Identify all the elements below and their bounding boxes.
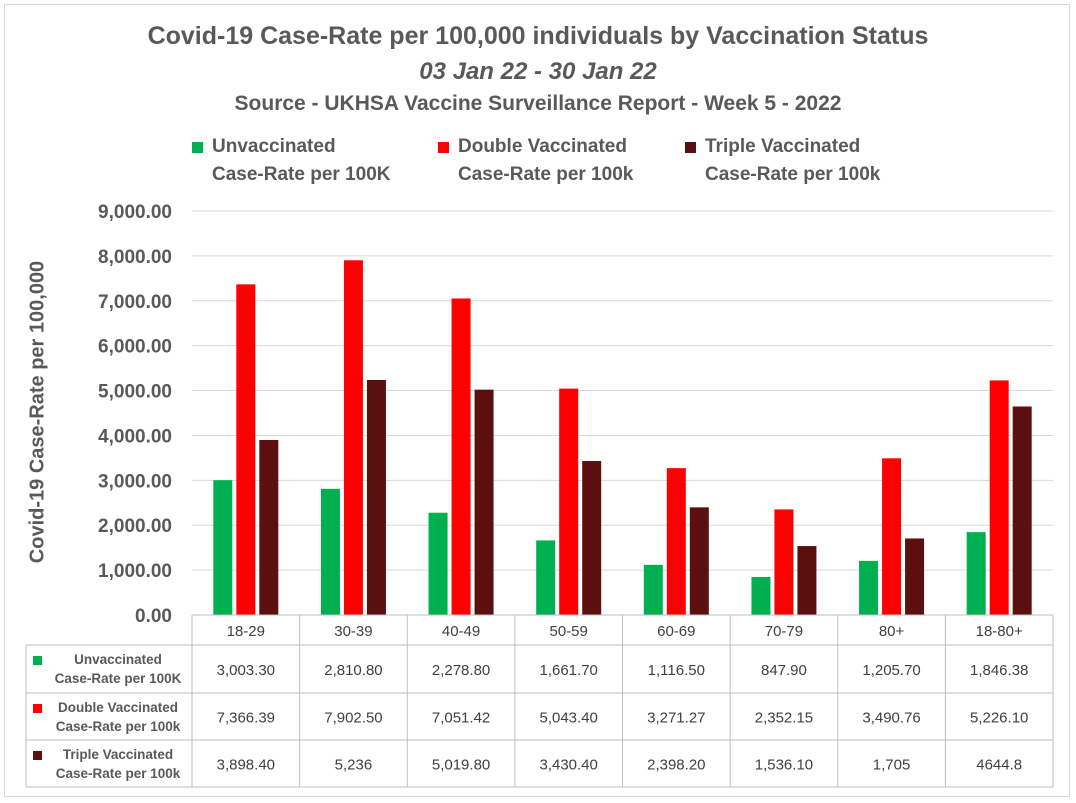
legend-label-triple-line2: Case-Rate per 100k: [705, 164, 881, 185]
bar-double: [451, 298, 471, 615]
y-tick-label: 0.00: [135, 606, 172, 627]
x-tick-label: 18-29: [227, 623, 265, 640]
table-cell-triple: 1,705: [873, 757, 911, 774]
bar-triple: [905, 538, 925, 615]
table-cell-double: 7,366.39: [217, 710, 275, 727]
bar-unvaccinated: [320, 488, 340, 615]
bar-double: [559, 388, 579, 615]
chart-frame: [4, 4, 1070, 797]
table-legend-key-triple: [33, 751, 42, 760]
y-tick-label: 6,000.00: [98, 337, 172, 358]
bar-double: [666, 468, 686, 615]
legend-label-unvaccinated-line1: Unvaccinated: [212, 136, 336, 157]
bar-triple: [366, 379, 386, 615]
y-tick-label: 3,000.00: [98, 471, 172, 492]
table-cell-unvaccinated: 3,003.30: [217, 662, 275, 679]
x-tick-label: 50-59: [550, 623, 588, 640]
table-cell-unvaccinated: 2,810.80: [324, 662, 382, 679]
bar-double: [774, 509, 794, 615]
legend-swatch-unvaccinated: [192, 142, 203, 153]
table-cell-double: 7,902.50: [324, 710, 382, 727]
legend-label-triple-line1: Triple Vaccinated: [705, 136, 861, 157]
chart-source: Source - UKHSA Vaccine Surveillance Repo…: [234, 92, 842, 115]
bar-double: [236, 284, 256, 615]
bar-double: [989, 380, 1009, 615]
x-tick-label: 30-39: [334, 623, 372, 640]
table-cell-triple: 4644.8: [976, 757, 1022, 774]
bar-unvaccinated: [428, 512, 448, 615]
y-tick-label: 8,000.00: [98, 247, 172, 268]
bar-triple: [259, 440, 279, 615]
table-cell-triple: 2,398.20: [647, 757, 705, 774]
legend-label-double-line1: Double Vaccinated: [458, 136, 627, 157]
y-tick-label: 1,000.00: [98, 561, 172, 582]
bar-unvaccinated: [536, 540, 556, 615]
x-tick-label: 80+: [879, 623, 905, 640]
table-cell-double: 5,043.40: [539, 710, 597, 727]
table-cell-triple: 1,536.10: [755, 757, 813, 774]
table-legend-key-double: [33, 704, 42, 713]
y-tick-label: 9,000.00: [98, 202, 172, 223]
x-tick-label: 40-49: [442, 623, 480, 640]
table-cell-double: 2,352.15: [755, 710, 813, 727]
table-row-header-line1: Unvaccinated: [74, 652, 162, 667]
table-cell-double: 3,490.76: [862, 710, 920, 727]
bar-unvaccinated: [966, 532, 986, 615]
x-tick-label: 60-69: [657, 623, 695, 640]
bar-unvaccinated: [643, 564, 663, 615]
bar-unvaccinated: [751, 576, 771, 615]
table-cell-triple: 3,898.40: [217, 757, 275, 774]
y-tick-label: 2,000.00: [98, 516, 172, 537]
table-row-header-line2: Case-Rate per 100k: [56, 719, 181, 734]
bar-double: [882, 458, 902, 615]
bar-triple: [797, 546, 817, 615]
table-cell-triple: 5,019.80: [432, 757, 490, 774]
table-cell-unvaccinated: 2,278.80: [432, 662, 490, 679]
table-cell-unvaccinated: 1,846.38: [970, 662, 1028, 679]
bar-triple: [689, 507, 709, 615]
table-row-header-line2: Case-Rate per 100k: [56, 766, 181, 781]
table-cell-triple: 3,430.40: [539, 757, 597, 774]
chart-title: Covid-19 Case-Rate per 100,000 individua…: [147, 22, 929, 50]
table-cell-double: 5,226.10: [970, 710, 1028, 727]
table-cell-double: 3,271.27: [647, 710, 705, 727]
legend-swatch-triple: [685, 142, 696, 153]
table-cell-triple: 5,236: [335, 757, 373, 774]
y-tick-label: 4,000.00: [98, 426, 172, 447]
bar-triple: [474, 389, 494, 615]
bar-unvaccinated: [213, 480, 233, 615]
table-cell-unvaccinated: 1,116.50: [648, 662, 705, 679]
table-row-header-line1: Triple Vaccinated: [63, 747, 173, 762]
table-cell-unvaccinated: 1,205.70: [862, 662, 920, 679]
table-row-header-line2: Case-Rate per 100K: [55, 671, 182, 686]
bar-unvaccinated: [859, 560, 879, 615]
x-tick-label: 18-80+: [976, 623, 1023, 640]
legend-label-unvaccinated-line2: Case-Rate per 100K: [212, 164, 391, 185]
legend-label-double-line2: Case-Rate per 100k: [458, 164, 634, 185]
table-cell-unvaccinated: 1,661.70: [539, 662, 597, 679]
legend-swatch-double: [438, 142, 449, 153]
y-tick-label: 7,000.00: [98, 292, 172, 313]
y-tick-label: 5,000.00: [98, 382, 172, 403]
table-legend-key-unvaccinated: [33, 656, 42, 665]
bar-triple: [582, 461, 602, 615]
bar-triple: [1012, 406, 1032, 615]
table-row-header-line1: Double Vaccinated: [58, 700, 178, 715]
x-tick-label: 70-79: [765, 623, 803, 640]
chart-subtitle: 03 Jan 22 - 30 Jan 22: [419, 58, 657, 85]
table-cell-double: 7,051.42: [432, 710, 490, 727]
table-cell-unvaccinated: 847.90: [761, 662, 807, 679]
bar-double: [343, 260, 363, 615]
